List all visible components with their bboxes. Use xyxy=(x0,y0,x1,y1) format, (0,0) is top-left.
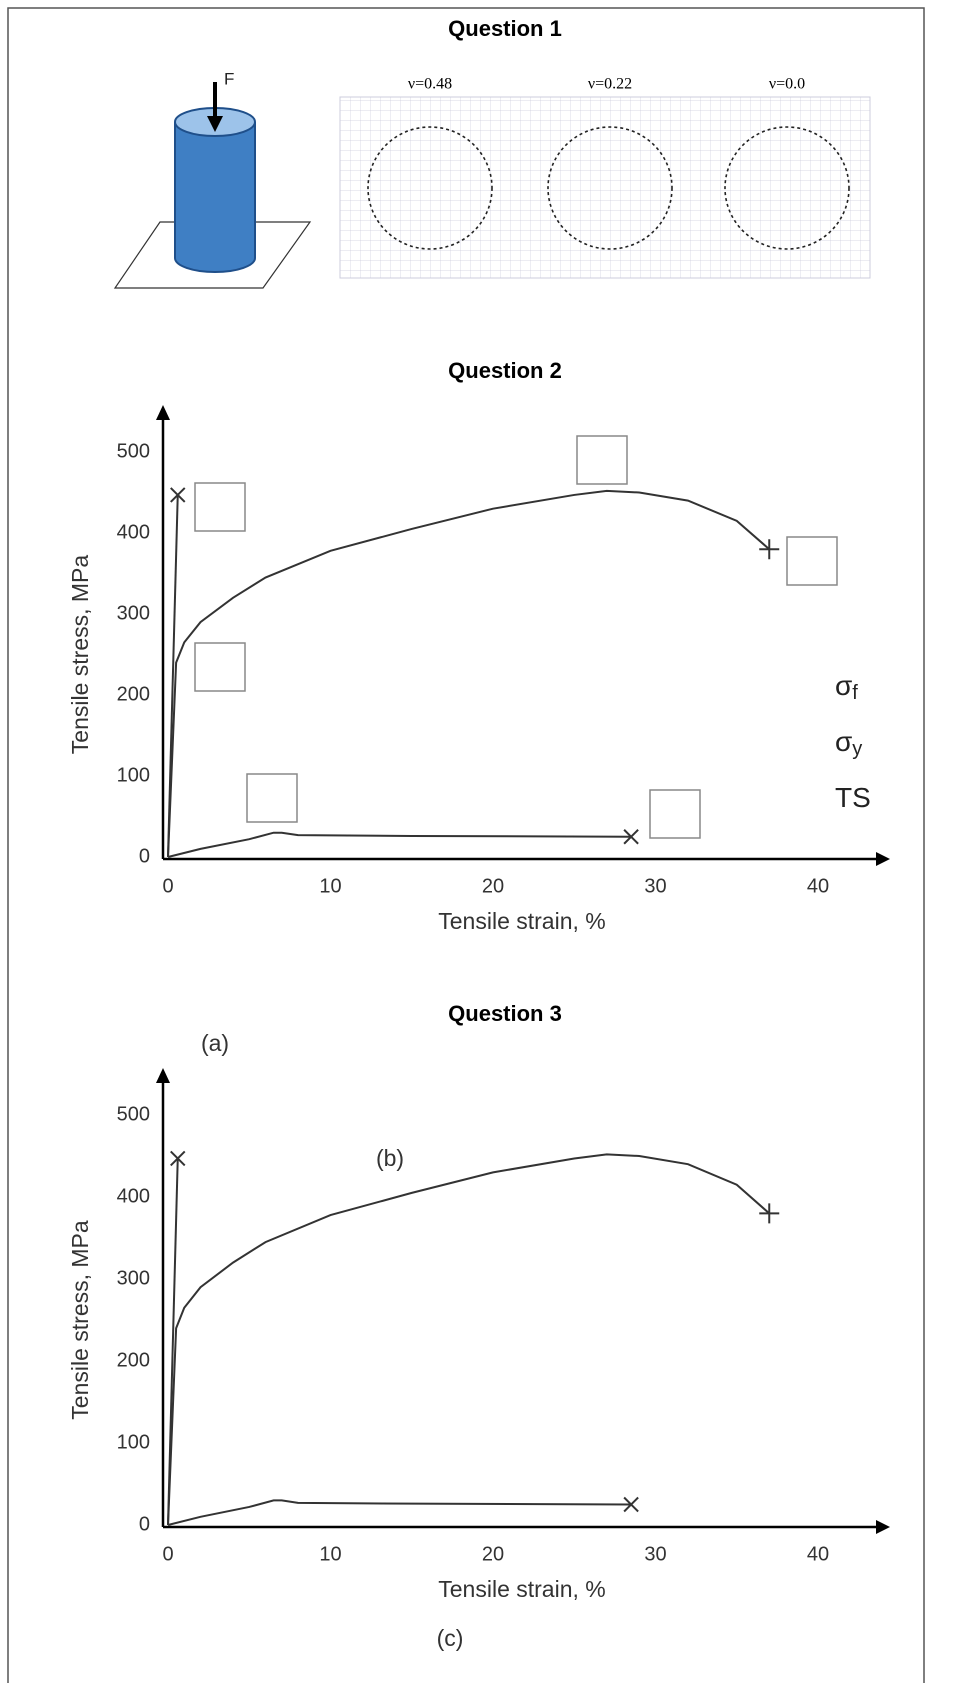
x-tick-label: 0 xyxy=(162,875,173,897)
question-title: Question 1 xyxy=(448,16,562,41)
fracture-marker xyxy=(170,1150,186,1167)
y-tick-label: 0 xyxy=(139,845,150,867)
y-tick-label: 100 xyxy=(117,1431,150,1453)
arrow-head xyxy=(207,116,223,132)
chart: Question 30 10 20 30 400100200300400500Tensi… xyxy=(67,1001,890,1651)
fracture-marker xyxy=(623,1496,639,1513)
stress-strain-curve xyxy=(167,1153,770,1526)
fracture-marker xyxy=(759,539,780,560)
y-tick-label: 500 xyxy=(117,440,150,462)
cylinder xyxy=(174,122,256,273)
stress-strain-curve xyxy=(167,831,632,858)
symbol: TS xyxy=(835,782,871,813)
page-frame xyxy=(7,7,925,1683)
y-tick-label: 200 xyxy=(117,1349,150,1371)
choice-label: σf xyxy=(835,670,858,704)
y-tick-label: 400 xyxy=(117,521,150,543)
answer-box xyxy=(246,773,298,823)
stress-strain-curve xyxy=(167,1499,632,1526)
poisson-label: ν=0.0 xyxy=(769,76,805,93)
x-tick-label: 20 xyxy=(482,875,504,897)
subscript: y xyxy=(852,738,862,760)
x-axis-title: Tensile strain, % xyxy=(438,1576,605,1602)
y-arrow xyxy=(156,405,170,420)
fracture-marker xyxy=(170,487,186,503)
y-tick-label: 0 xyxy=(139,1513,150,1535)
dashed-circle xyxy=(367,126,493,250)
poisson-label: ν=0.22 xyxy=(588,76,632,93)
curve-label: (b) xyxy=(376,1145,404,1171)
question-title: Question 3 xyxy=(448,1001,562,1026)
y-axis-title: Tensile stress, MPa xyxy=(67,555,93,755)
x-tick-label: 10 xyxy=(319,875,341,897)
x-tick-label: 30 xyxy=(644,1543,666,1565)
subscript: f xyxy=(852,682,858,704)
question-1: Question 1 F ν=0.48 ν=0.22 ν=0.0 xyxy=(113,16,871,289)
y-axis-title: Tensile stress, MPa xyxy=(67,1220,93,1420)
y-tick-label: 200 xyxy=(117,683,150,705)
answer-box xyxy=(786,536,838,586)
poisson-label: ν=0.48 xyxy=(408,76,452,93)
y-tick-label: 400 xyxy=(117,1185,150,1207)
x-arrow xyxy=(876,852,890,866)
symbol: σ xyxy=(835,670,852,701)
curve-label: (a) xyxy=(201,1030,229,1056)
x-tick-label: 30 xyxy=(644,875,666,897)
x-tick-label: 20 xyxy=(482,1543,504,1565)
fracture-marker xyxy=(623,829,639,845)
x-arrow xyxy=(876,1520,890,1534)
symbol: σ xyxy=(835,726,852,757)
y-tick-label: 500 xyxy=(117,1103,150,1125)
y-tick-label: 300 xyxy=(117,602,150,624)
choice-label: σy xyxy=(835,726,862,760)
y-tick-label: 100 xyxy=(117,764,150,786)
choice-label: TS xyxy=(835,782,871,813)
x-tick-label: 10 xyxy=(319,1543,341,1565)
dashed-circle xyxy=(547,126,673,250)
x-axis-title: Tensile strain, % xyxy=(438,908,605,934)
dashed-circle xyxy=(724,126,850,250)
chart: Question 20 10 20 30 400100200300400500Tensi… xyxy=(67,358,890,934)
answer-box xyxy=(194,642,246,692)
answer-box xyxy=(194,482,246,532)
y-tick-label: 300 xyxy=(117,1267,150,1289)
y-arrow xyxy=(156,1068,170,1083)
x-tick-label: 0 xyxy=(162,1543,173,1565)
x-tick-label: 40 xyxy=(807,1543,829,1565)
answer-box xyxy=(649,789,701,839)
question-title: Question 2 xyxy=(448,358,562,383)
force-label: F xyxy=(224,69,234,88)
stress-strain-curve xyxy=(167,489,770,858)
answer-box xyxy=(576,435,628,485)
x-tick-label: 40 xyxy=(807,875,829,897)
fracture-marker xyxy=(759,1203,780,1224)
grid-panel xyxy=(339,96,871,279)
curve-label: (c) xyxy=(437,1625,464,1651)
